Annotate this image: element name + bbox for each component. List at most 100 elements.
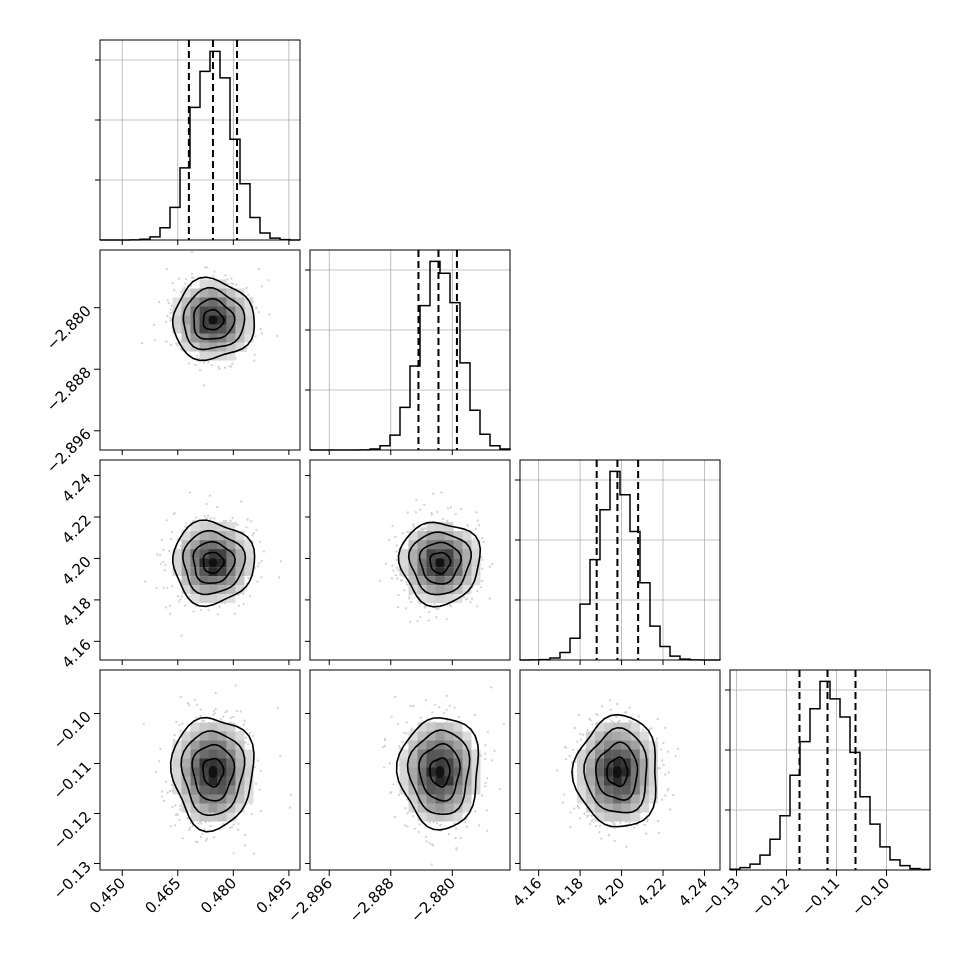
density-cell: [444, 567, 454, 577]
density-cell: [621, 758, 631, 768]
density-cell: [444, 731, 454, 741]
density-cell: [235, 324, 245, 334]
density-cell: [217, 594, 227, 604]
density-panel-1-2: [309, 459, 511, 661]
density-cell: [621, 767, 631, 777]
density-cell: [190, 594, 200, 604]
density-cell: [453, 531, 463, 541]
density-cell: [594, 749, 604, 759]
density-cell: [435, 594, 445, 604]
density-cell: [208, 288, 218, 298]
density-cell: [426, 549, 436, 559]
density-cell: [453, 567, 463, 577]
density-cell: [226, 315, 236, 325]
density-cell: [621, 776, 631, 786]
density-cell: [630, 794, 640, 804]
density-peak: [435, 765, 445, 779]
density-cell: [217, 812, 227, 822]
density-cell: [208, 342, 218, 352]
density-cell: [594, 812, 604, 822]
density-cell: [621, 722, 631, 732]
density-cell: [235, 749, 245, 759]
density-cell: [408, 776, 418, 786]
x-tick-label-0-2: 0.480: [197, 874, 240, 917]
density-cell: [417, 594, 427, 604]
density-cell: [181, 306, 191, 316]
density-cell: [226, 767, 236, 777]
density-cell: [444, 594, 454, 604]
density-cell: [435, 758, 445, 768]
density-cell: [594, 758, 604, 768]
density-cell: [630, 731, 640, 741]
histogram-panel-2: [515, 459, 721, 661]
density-cell: [181, 531, 191, 541]
density-cell: [199, 531, 209, 541]
density-cell: [226, 531, 236, 541]
density-cell: [399, 749, 409, 759]
density-peak: [208, 315, 218, 325]
density-cell: [190, 722, 200, 732]
density-cell: [217, 767, 227, 777]
density-cell: [217, 315, 227, 325]
density-cell: [399, 567, 409, 577]
density-cell: [244, 315, 254, 325]
density-cell: [408, 803, 418, 813]
density-cell: [594, 785, 604, 795]
histogram-bars-3: [729, 680, 931, 871]
density-cell: [417, 758, 427, 768]
contour-2: [181, 529, 247, 596]
density-cell: [399, 767, 409, 777]
contour-2: [583, 726, 648, 814]
density-cell: [217, 731, 227, 741]
density-cell: [648, 785, 658, 795]
density-cell: [462, 740, 472, 750]
density-cell: [444, 776, 454, 786]
density-cell: [199, 731, 209, 741]
density-cell: [208, 567, 218, 577]
density-cell: [226, 549, 236, 559]
density-cell: [244, 558, 254, 568]
density-cell: [181, 288, 191, 298]
density-cell: [630, 722, 640, 732]
density-cell: [181, 558, 191, 568]
density-cell: [226, 585, 236, 595]
contour-2: [406, 729, 471, 816]
density-cell: [585, 758, 595, 768]
panel-frame: [99, 249, 301, 451]
density-cell: [576, 767, 586, 777]
density-cell: [471, 549, 481, 559]
density-cell: [462, 558, 472, 568]
x-tick-label-0-1: 0.465: [142, 874, 185, 917]
density-cell: [444, 740, 454, 750]
density-cell: [199, 549, 209, 559]
density-cell: [199, 785, 209, 795]
contour-0: [202, 551, 225, 575]
y-tick-label-3-0: −0.13: [50, 858, 95, 903]
contour-3: [171, 276, 256, 362]
density-cell: [399, 758, 409, 768]
density-cell: [244, 767, 254, 777]
density-cell: [190, 585, 200, 595]
density-cell: [190, 315, 200, 325]
x-tick-label-2-0: 4.16: [509, 874, 545, 910]
y-tick-label-2-4: 4.24: [58, 470, 94, 506]
density-cell: [630, 740, 640, 750]
density-cell: [630, 758, 640, 768]
contour-1: [595, 741, 639, 802]
density-cell: [235, 740, 245, 750]
density-cell: [226, 785, 236, 795]
density-cell: [426, 749, 436, 759]
density-cell: [453, 585, 463, 595]
density-cell: [181, 758, 191, 768]
density-panel-0-2: [99, 459, 301, 661]
density-cell: [190, 758, 200, 768]
contour-3: [571, 713, 657, 828]
density-cell: [603, 803, 613, 813]
density-cell: [417, 585, 427, 595]
density-cell: [630, 812, 640, 822]
density-cell: [621, 803, 631, 813]
y-tick-label-2-1: 4.18: [58, 594, 94, 630]
density-cell: [426, 794, 436, 804]
density-cell: [444, 758, 454, 768]
density-cell: [190, 549, 200, 559]
